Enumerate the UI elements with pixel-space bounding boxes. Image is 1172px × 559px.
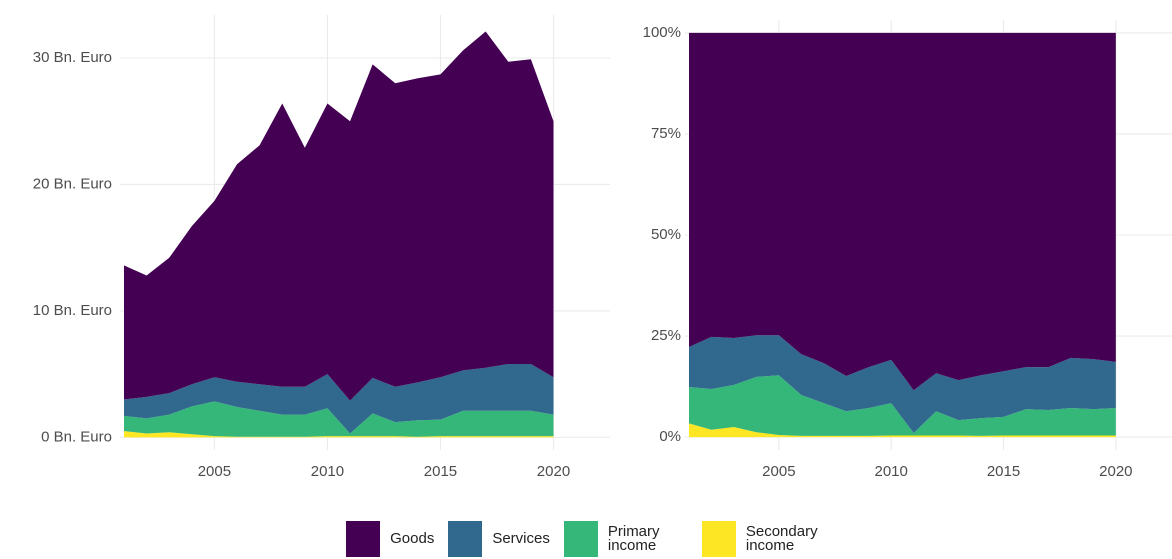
area bbox=[689, 375, 1116, 436]
area bbox=[124, 364, 554, 434]
x-tick-label: 2015 bbox=[987, 463, 1020, 480]
area bbox=[689, 423, 1116, 438]
y-tick-label: 30 Bn. Euro bbox=[33, 49, 112, 66]
legend-item: Goods bbox=[346, 521, 434, 557]
y-tick-label: 25% bbox=[651, 327, 681, 344]
y-tick-label: 50% bbox=[651, 226, 681, 243]
legend-label: Primary income bbox=[607, 523, 660, 554]
y-tick-label: 100% bbox=[643, 24, 681, 41]
y-tick-label: 0 Bn. Euro bbox=[41, 428, 112, 445]
legend-item: Services bbox=[448, 521, 550, 557]
legend-swatch bbox=[701, 521, 736, 557]
legend-label: Goods bbox=[390, 530, 435, 547]
area bbox=[689, 335, 1116, 434]
charts: 0 Bn. Euro 10 Bn. Euro 20 Bn. Euro 30 Bn. E… bbox=[33, 15, 1172, 480]
area bbox=[124, 401, 554, 437]
legend: Goods Services Primary income Secondary inc… bbox=[0, 519, 1172, 559]
legend-label: Secondary income bbox=[745, 523, 818, 554]
y-tick-label: 10 Bn. Euro bbox=[33, 302, 112, 319]
y-tick-label: 0% bbox=[659, 428, 681, 445]
y-tick-label: 20 Bn. Euro bbox=[33, 175, 112, 192]
x-tick-label: 2020 bbox=[1099, 463, 1132, 480]
y-tick-label: 75% bbox=[651, 125, 681, 142]
legend-swatch bbox=[448, 521, 483, 557]
x-tick-label: 2005 bbox=[762, 463, 795, 480]
legend-label: Services bbox=[492, 530, 550, 547]
x-tick-label: 2015 bbox=[424, 463, 457, 480]
x-tick-label: 2020 bbox=[537, 463, 570, 480]
legend-item: Secondary income bbox=[701, 521, 826, 557]
legend-swatch bbox=[563, 521, 598, 557]
x-tick-label: 2010 bbox=[311, 463, 344, 480]
area bbox=[689, 32, 1116, 391]
area bbox=[124, 31, 554, 401]
x-tick-label: 2005 bbox=[198, 463, 231, 480]
x-tick-label: 2010 bbox=[874, 463, 907, 480]
legend-item: Primary income bbox=[563, 521, 688, 557]
legend-swatch bbox=[346, 521, 381, 557]
